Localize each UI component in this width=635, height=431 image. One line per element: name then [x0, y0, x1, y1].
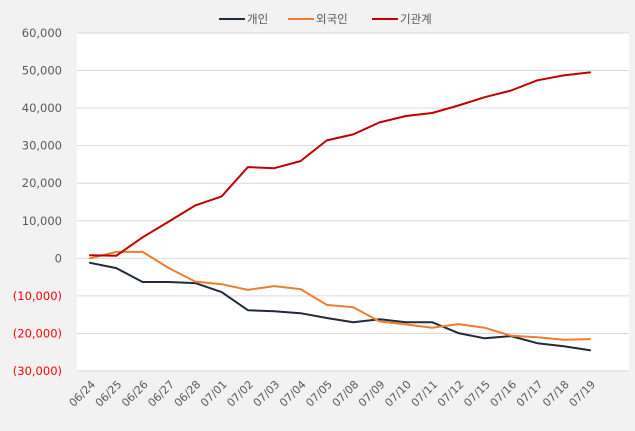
y-tick-label: 50,000	[22, 64, 62, 78]
x-tick-label: 07/17	[514, 378, 546, 410]
x-tick-label: 07/11	[409, 378, 441, 410]
series-line	[89, 261, 591, 352]
y-tick-label: (30,000)	[13, 364, 62, 378]
x-tick-label: 07/05	[303, 378, 335, 410]
plot-area	[77, 33, 629, 371]
legend-item: 외국인	[288, 12, 348, 26]
x-tick-label: 07/18	[540, 378, 572, 410]
y-tick-label: 20,000	[22, 176, 62, 190]
y-tick-label: 10,000	[22, 214, 62, 228]
x-tick-label: 07/01	[198, 378, 230, 410]
x-axis: 06/2406/2506/2606/2706/2807/0107/0207/03…	[67, 378, 599, 410]
x-tick-label: 07/12	[435, 378, 467, 410]
series-lines	[89, 71, 591, 352]
x-tick-label: 07/15	[461, 378, 493, 410]
legend-label: 외국인	[316, 12, 348, 26]
x-tick-label: 06/27	[145, 378, 177, 410]
x-tick-label: 07/04	[277, 378, 309, 410]
x-tick-label: 07/16	[488, 378, 520, 410]
y-tick-label: (20,000)	[13, 326, 62, 340]
legend-item: 개인	[219, 12, 268, 26]
y-tick-label: 0	[55, 251, 62, 265]
legend-item: 기관계	[372, 12, 432, 26]
x-tick-label: 06/24	[67, 378, 99, 410]
x-tick-label: 06/26	[119, 378, 151, 410]
y-tick-label: 60,000	[22, 26, 62, 40]
x-tick-label: 07/09	[356, 378, 388, 410]
x-tick-label: 06/25	[93, 378, 125, 410]
x-tick-label: 07/08	[330, 378, 362, 410]
legend-label: 기관계	[400, 12, 432, 26]
legend: 개인 외국인 기관계	[219, 12, 432, 26]
y-tick-label: 30,000	[22, 139, 62, 153]
y-tick-label: (10,000)	[13, 289, 62, 303]
x-tick-label: 07/03	[251, 378, 283, 410]
x-tick-label: 07/02	[224, 378, 256, 410]
legend-label: 개인	[247, 12, 268, 26]
x-tick-label: 07/10	[382, 378, 414, 410]
series-line	[89, 71, 591, 257]
y-tick-label: 40,000	[22, 101, 62, 115]
x-tick-label: 07/19	[567, 378, 599, 410]
series-line	[89, 250, 591, 341]
y-axis: 60,000 50,000 40,000 30,000 20,000 10,000 0 (10…	[13, 26, 62, 378]
x-tick-label: 06/28	[172, 378, 204, 410]
